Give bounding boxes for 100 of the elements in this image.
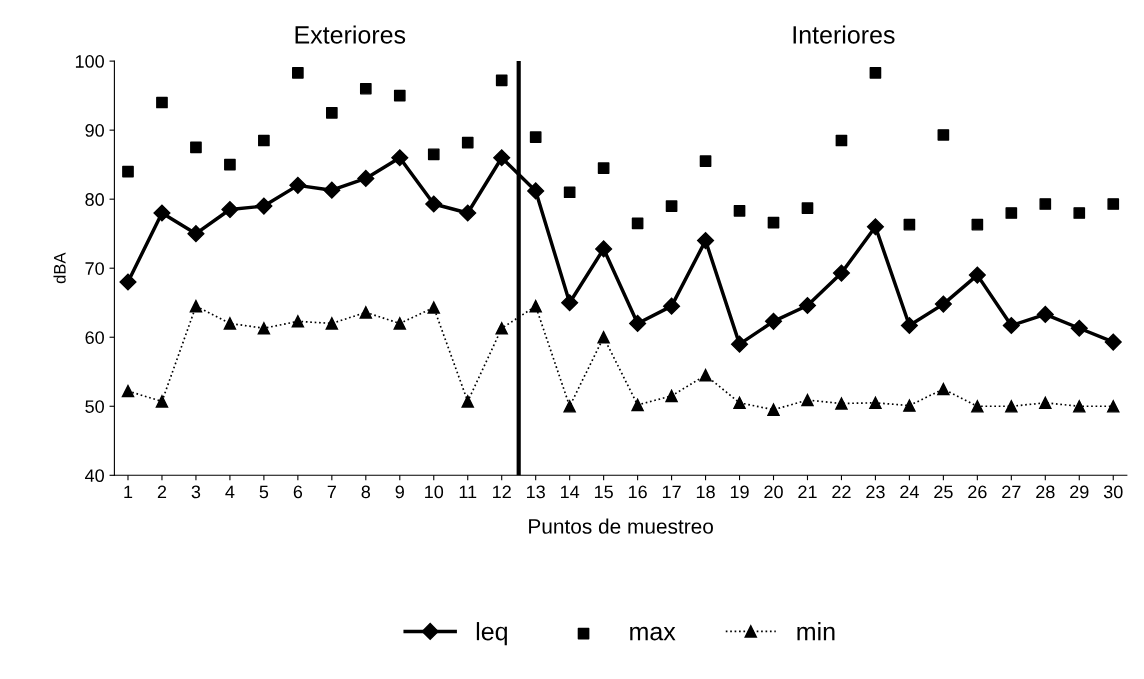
point	[631, 398, 644, 412]
point	[866, 218, 884, 236]
point	[869, 67, 882, 79]
point	[1005, 207, 1018, 219]
point	[934, 295, 952, 313]
point	[665, 200, 678, 212]
point	[527, 182, 545, 200]
point	[425, 195, 443, 213]
x-tick-label: 21	[798, 485, 817, 499]
x-tick-label: 20	[764, 485, 783, 499]
y-tick-label: 80	[85, 193, 104, 206]
point	[1073, 207, 1086, 219]
point	[292, 67, 304, 79]
x-tick-label: 30	[1103, 485, 1123, 499]
x-tick-label: 5	[259, 485, 269, 499]
x-tick-label: 22	[832, 485, 851, 499]
point	[1070, 319, 1088, 337]
point	[323, 181, 341, 199]
point	[971, 218, 984, 231]
point	[798, 296, 817, 315]
point	[529, 131, 542, 143]
y-tick-label: 70	[85, 262, 104, 275]
point	[1107, 198, 1120, 210]
point	[1039, 198, 1052, 210]
point	[391, 149, 409, 167]
point	[767, 216, 780, 229]
y-axis-title: dBA	[53, 252, 66, 284]
point	[937, 382, 950, 396]
point	[629, 314, 647, 332]
point	[563, 186, 576, 199]
text: Interiores	[793, 25, 895, 44]
y-tick-label: 50	[85, 400, 104, 413]
x-tick-label: 11	[459, 485, 477, 499]
text: Exteriores	[295, 25, 406, 44]
x-tick-label: 27	[1002, 485, 1021, 499]
point	[1106, 400, 1120, 413]
point	[903, 218, 916, 231]
point	[529, 299, 542, 313]
x-axis-title: Puntos de muestreo	[529, 518, 713, 534]
point	[325, 107, 338, 119]
point	[697, 232, 715, 250]
point	[461, 395, 474, 408]
point	[359, 82, 372, 95]
point	[289, 176, 307, 194]
point	[699, 368, 712, 382]
x-tick-label: 26	[968, 485, 987, 499]
point	[900, 316, 918, 335]
point	[733, 396, 746, 410]
x-tick-label: 12	[493, 485, 511, 499]
y-tick-label: 40	[85, 469, 104, 483]
legend-label: leq	[476, 622, 507, 646]
point	[733, 205, 746, 217]
point	[968, 266, 986, 284]
point	[325, 317, 339, 330]
point	[459, 204, 477, 222]
y-tick-label: 100	[75, 55, 104, 68]
point	[359, 306, 373, 319]
x-tick-label: 24	[900, 485, 919, 499]
point	[156, 96, 168, 109]
point	[663, 297, 681, 315]
point	[357, 169, 375, 188]
x-tick-label: 17	[662, 485, 681, 499]
x-tick-label: 4	[225, 485, 235, 499]
x-tick-label: 29	[1070, 485, 1089, 499]
legend-label: min	[797, 622, 835, 641]
point	[119, 273, 137, 291]
point	[255, 197, 273, 215]
point	[1005, 400, 1018, 413]
point	[493, 149, 511, 167]
point	[155, 395, 169, 408]
point	[1104, 333, 1122, 351]
point	[393, 317, 407, 330]
point	[561, 294, 579, 312]
point	[631, 217, 644, 230]
x-tick-label: 18	[696, 485, 715, 499]
point	[190, 141, 202, 154]
point	[801, 393, 814, 407]
x-tick-label: 15	[594, 485, 613, 499]
point	[257, 322, 271, 335]
x-tick-label: 1	[124, 485, 133, 499]
point	[665, 389, 678, 403]
point	[223, 317, 237, 330]
point	[495, 322, 508, 335]
point	[187, 225, 205, 243]
point	[1073, 400, 1086, 413]
point	[903, 399, 916, 412]
point	[221, 200, 239, 219]
point	[597, 162, 610, 174]
x-tick-label: 28	[1036, 485, 1055, 499]
point	[153, 204, 171, 222]
x-tick-label: 13	[527, 485, 545, 499]
point	[189, 299, 203, 313]
x-tick-label: 25	[934, 485, 953, 499]
point	[730, 335, 749, 353]
legend-label: max	[630, 626, 676, 641]
point	[121, 384, 135, 398]
x-tick-label: 7	[327, 485, 336, 499]
y-tick-label: 90	[85, 124, 104, 137]
point	[427, 148, 440, 161]
point	[869, 396, 882, 410]
